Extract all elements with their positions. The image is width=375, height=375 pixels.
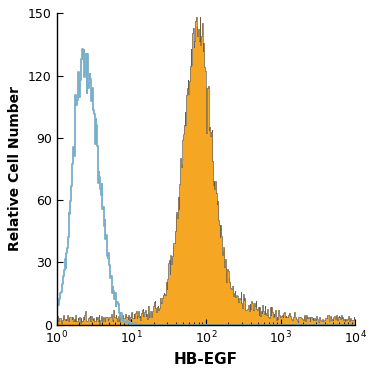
X-axis label: HB-EGF: HB-EGF: [174, 352, 238, 367]
Y-axis label: Relative Cell Number: Relative Cell Number: [8, 87, 22, 252]
